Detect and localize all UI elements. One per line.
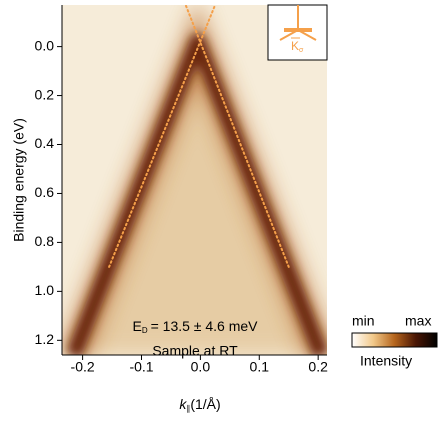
plot-area <box>62 5 327 355</box>
inset-label-main: K <box>291 39 299 53</box>
inset-label: Kσ <box>291 39 304 54</box>
x-tick-label: -0.1 <box>129 359 153 375</box>
x-label-sub: ∥ <box>186 404 190 413</box>
y-tick-label: 0.4 <box>35 135 55 151</box>
colorbar: min max Intensity <box>351 313 438 369</box>
dotted-line <box>184 5 290 268</box>
x-tick-label: -0.2 <box>71 359 95 375</box>
annotation-sub: D <box>142 326 148 335</box>
x-label-main: k <box>179 396 187 412</box>
y-tick-label: 0.2 <box>35 86 55 102</box>
inset-icon <box>279 5 317 41</box>
colorbar-label: Intensity <box>360 353 412 369</box>
x-tick-label: 0.0 <box>191 359 211 375</box>
annotation-rest: = 13.5 ± 4.6 meV <box>151 318 259 334</box>
x-label-unit: (1/Å) <box>190 396 220 412</box>
x-tick-label: 0.2 <box>308 359 328 375</box>
annotation: Sample at RT <box>152 343 238 359</box>
y-tick-label: 0.0 <box>35 37 55 53</box>
y-tick-label: 1.0 <box>35 282 55 298</box>
colorbar-min: min <box>352 313 375 329</box>
x-tick-label: 0.1 <box>250 359 270 375</box>
band-interior <box>73 41 322 355</box>
y-axis-label: Binding energy (eV) <box>11 118 27 242</box>
x-axis-label: k∥(1/Å) <box>179 396 220 413</box>
inset: Kσ <box>267 4 328 61</box>
y-tick-label: 1.2 <box>35 331 55 347</box>
inset-label-sub: σ <box>299 47 304 54</box>
y-tick-label: 0.6 <box>35 184 55 200</box>
annotation-main: E <box>132 318 141 334</box>
annotation: ED = 13.5 ± 4.6 meV <box>132 318 258 335</box>
y-tick-label: 0.8 <box>35 233 55 249</box>
colorbar-gradient <box>351 332 438 348</box>
colorbar-max: max <box>405 313 431 329</box>
dotted-line <box>108 5 217 268</box>
